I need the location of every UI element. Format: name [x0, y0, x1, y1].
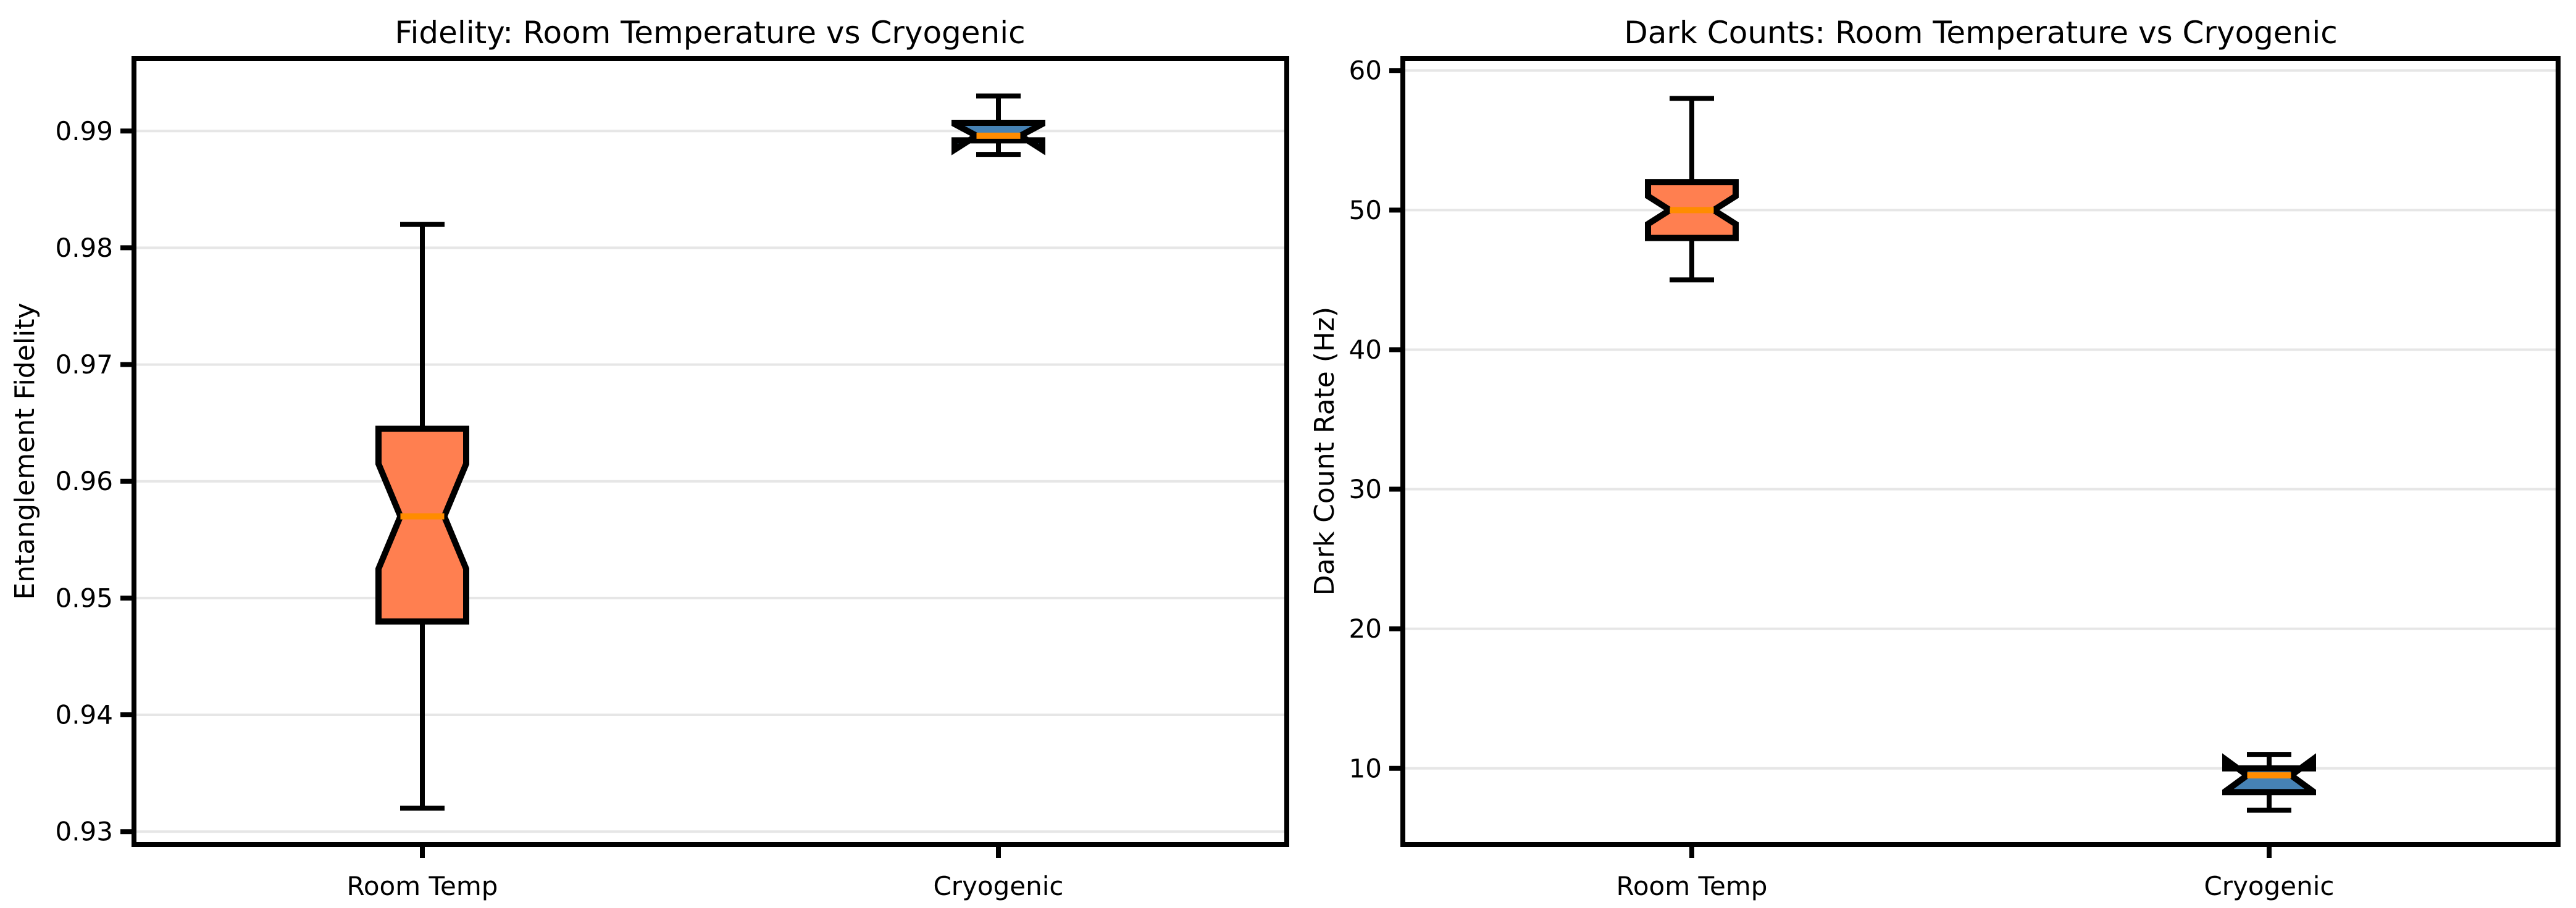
dark-counts-plot-title: Dark Counts: Room Temperature vs Cryogen… [1624, 15, 2337, 51]
fidelity-y-tick-label: 0.96 [55, 466, 113, 496]
fidelity-y-axis-label: Entanglement Fidelity [9, 302, 41, 599]
fidelity-y-tick-label: 0.93 [55, 817, 113, 847]
fidelity-x-tick-label: Cryogenic [933, 871, 1063, 901]
dark_counts-x-tick-label: Room Temp [1616, 871, 1768, 901]
dark_counts-y-tick-label: 10 [1349, 753, 1382, 783]
fidelity-y-tick-label: 0.97 [55, 349, 113, 380]
dark-counts-y-axis-label: Dark Count Rate (Hz) [1309, 307, 1340, 596]
fidelity-y-tick-label: 0.98 [55, 233, 113, 263]
dark_counts-x-tick-label: Cryogenic [2204, 871, 2334, 901]
fidelity-box-room-temp [375, 425, 469, 625]
fidelity-axes-frame [132, 56, 1289, 847]
dark_counts-y-tick-label: 40 [1349, 335, 1382, 365]
dark_counts-axes-frame [1400, 56, 2561, 847]
dark_counts-y-tick-label: 20 [1349, 614, 1382, 644]
dark_counts-y-tick-label: 30 [1349, 474, 1382, 504]
plot-layer: 0.93 0.94 0.95 0.96 0.97 0.98 0.99 Room Temp Cry… [55, 56, 2561, 901]
fidelity-y-tick-label: 0.99 [55, 116, 113, 146]
fidelity-y-tick-label: 0.94 [55, 700, 113, 730]
fidelity-y-tick-label: 0.95 [55, 583, 113, 613]
fidelity-x-tick-label: Room Temp [347, 871, 498, 901]
fidelity-plot-title: Fidelity: Room Temperature vs Cryogenic [395, 15, 1025, 51]
dark_counts-y-tick-label: 60 [1349, 56, 1382, 86]
dark_counts-y-tick-label: 50 [1349, 195, 1382, 225]
